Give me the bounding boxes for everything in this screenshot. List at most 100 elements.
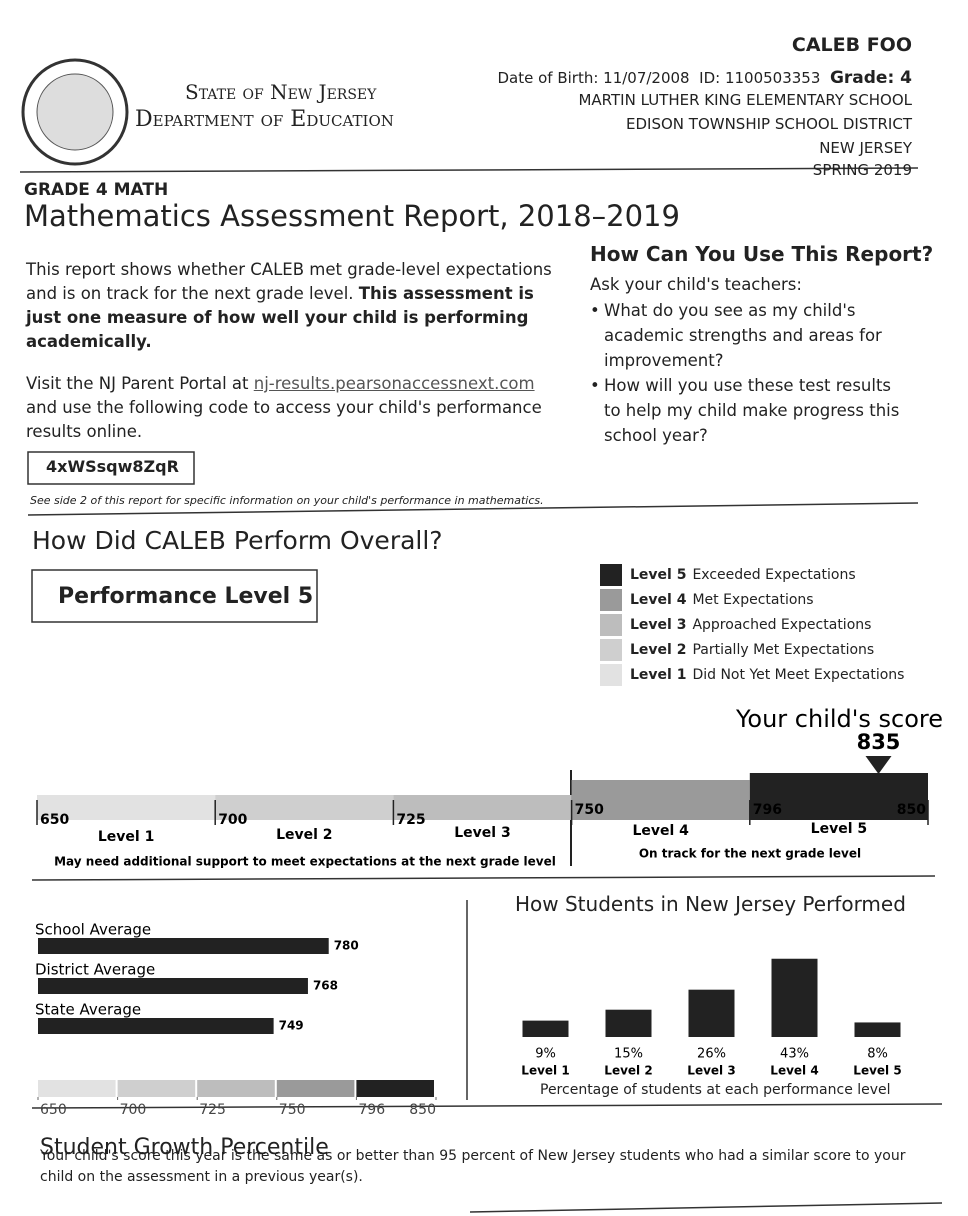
portal-link[interactable]: nj-results.pearsonaccessnext.com (253, 374, 535, 393)
tick-label: 725 (199, 1102, 226, 1118)
legend-desc: Exceeded Expectations (692, 566, 856, 583)
level-box (31, 569, 318, 623)
avg-label: School Average (35, 921, 151, 939)
growth-text: Your child's score this year is the same… (40, 1148, 906, 1185)
avg-bar (38, 978, 308, 994)
code-box (27, 451, 195, 485)
intro-bold: This assessment is just one measure of h… (26, 284, 534, 351)
bullet: What do you see as my child's academic s… (590, 298, 910, 373)
portal-text: Visit the NJ Parent Portal at (26, 374, 249, 393)
value-label: 26% (697, 1047, 726, 1062)
bar (522, 1020, 569, 1037)
seal (21, 58, 129, 166)
level-label: Level 2 (604, 1064, 652, 1078)
overall-title: How Did CALEB Perform Overall? (32, 526, 443, 555)
seal-inner (36, 73, 114, 151)
score-value: 835 (857, 730, 901, 754)
rule (27, 502, 919, 516)
scale-band (117, 1080, 196, 1097)
bar (688, 989, 735, 1037)
value-label: 43% (780, 1047, 809, 1062)
tick-label: 796 (753, 802, 782, 818)
district: EDISON TOWNSHIP SCHOOL DISTRICT (626, 115, 912, 133)
level-label: Level 4 (632, 823, 689, 839)
level-label: Level 3 (454, 825, 510, 841)
band-note: On track for the next grade level (639, 847, 861, 861)
rule (19, 167, 919, 173)
portal: Visit the NJ Parent Portal at nj-results… (26, 372, 561, 444)
legend-level: Level 4 (630, 591, 687, 608)
id: ID: 1100503353 (699, 69, 821, 87)
legend-swatch (600, 663, 622, 686)
avg-value: 749 (279, 1019, 304, 1033)
legend: Level 5 Exceeded Expectations Level 4 Met E… (600, 562, 904, 687)
level-label: Level 5 (853, 1064, 901, 1078)
rule (31, 875, 936, 881)
tick-label: 796 (358, 1102, 385, 1118)
level-label: Level 3 (687, 1064, 735, 1078)
school: MARTIN LUTHER KING ELEMENTARY SCHOOL (578, 91, 912, 109)
tick-label: 700 (120, 1102, 147, 1118)
legend-item: Level 5 Exceeded Expectations (600, 562, 904, 587)
legend-item: Level 4 Met Expectations (600, 587, 904, 612)
intro-text: This report shows whether CALEB met grad… (26, 260, 552, 303)
performance-level: Performance Level 5 (58, 584, 314, 609)
score-marker (865, 756, 892, 774)
portal-text: and use the following code to access you… (26, 398, 542, 441)
score-title: Your child's score (735, 705, 943, 733)
legend-item: Level 2 Partially Met Expectations (600, 637, 904, 662)
level-band (749, 773, 928, 820)
value-label: 9% (535, 1047, 556, 1062)
legend-desc: Met Expectations (692, 591, 814, 608)
level-band (215, 795, 394, 820)
student-name: CALEB FOO (791, 34, 912, 56)
band-note: May need additional support to meet expe… (54, 855, 556, 869)
legend-desc: Approached Expectations (692, 616, 872, 633)
use-title: How Can You Use This Report? (590, 242, 934, 266)
use-bullets: What do you see as my child's academic s… (590, 298, 910, 448)
grade: Grade: 4 (829, 68, 912, 88)
level-band (393, 795, 572, 820)
legend-desc: Did Not Yet Meet Expectations (692, 666, 905, 683)
state: NEW JERSEY (819, 139, 912, 157)
scale-band (38, 1080, 116, 1097)
legend-level: Level 3 (630, 616, 687, 633)
avg-label: District Average (35, 961, 155, 979)
tick-label: 650 (40, 1102, 67, 1118)
legend-level: Level 1 (630, 666, 687, 683)
scale-band (276, 1080, 355, 1097)
side-note: See side 2 of this report for specific i… (30, 494, 544, 507)
nj-caption: Percentage of students at each performan… (540, 1082, 891, 1098)
bar (771, 958, 818, 1037)
level-band (571, 780, 750, 820)
nj-title: How Students in New Jersey Performed (515, 892, 906, 916)
legend-level: Level 5 (630, 566, 687, 583)
avg-bar (38, 1018, 274, 1034)
value-label: 15% (614, 1047, 643, 1062)
tick-label: 850 (897, 802, 926, 818)
legend-desc: Partially Met Expectations (692, 641, 875, 658)
subject: GRADE 4 MATH (24, 180, 169, 200)
level-label: Level 2 (276, 827, 332, 843)
level-label: Level 1 (521, 1064, 569, 1078)
use-lead: Ask your child's teachers: (590, 275, 802, 294)
season: SPRING 2019 (812, 161, 912, 179)
legend-level: Level 2 (630, 641, 687, 658)
state-line: State of New Jersey (185, 80, 377, 104)
legend-item: Level 1 Did Not Yet Meet Expectations (600, 662, 904, 687)
intro: This report shows whether CALEB met grad… (26, 258, 561, 354)
legend-swatch (600, 638, 622, 661)
level-label: Level 4 (770, 1064, 818, 1078)
bullet: How will you use these test results to h… (590, 373, 910, 448)
tick-label: 725 (396, 812, 425, 828)
avg-value: 768 (313, 979, 338, 993)
tick-label: 750 (279, 1102, 306, 1118)
legend-swatch (600, 563, 622, 586)
bar (605, 1009, 652, 1037)
tick-label: 850 (409, 1102, 436, 1118)
legend-swatch (600, 588, 622, 611)
scale-band (356, 1080, 434, 1097)
report-title: Mathematics Assessment Report, 2018–2019 (24, 199, 680, 233)
